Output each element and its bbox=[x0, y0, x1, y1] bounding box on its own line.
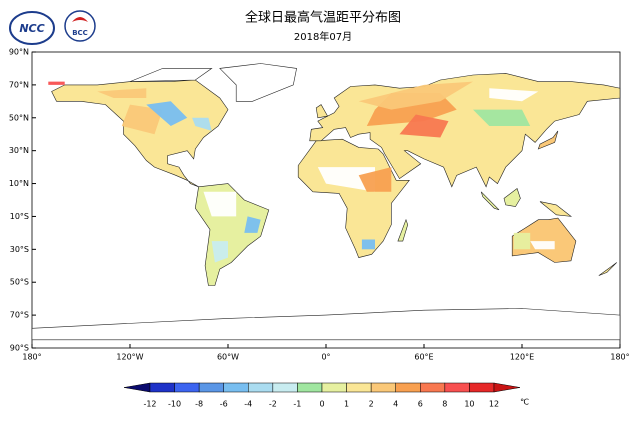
anomaly-patch bbox=[473, 109, 531, 126]
longitude-label: 120°E bbox=[510, 353, 534, 362]
colorbar-segment bbox=[297, 382, 323, 393]
anomaly-patch bbox=[358, 167, 392, 192]
longitude-label: 60°W bbox=[217, 353, 239, 362]
anomaly-patch bbox=[211, 241, 228, 263]
landmass bbox=[315, 104, 329, 119]
anomaly-patch bbox=[513, 232, 531, 250]
longitude-label: 180° bbox=[22, 353, 41, 362]
longitude-label: 60°E bbox=[414, 353, 433, 362]
colorbar-tick-label: 1 bbox=[344, 400, 349, 409]
colorbar-tick-label: -1 bbox=[293, 400, 301, 409]
colorbar-tick-label: 2 bbox=[369, 400, 374, 409]
anomaly-patch bbox=[358, 81, 473, 110]
colorbar-tick-label: -2 bbox=[269, 400, 277, 409]
colorbar-tick-label: 10 bbox=[464, 400, 474, 409]
colorbar-tick-label: 8 bbox=[442, 400, 447, 409]
longitude-label: 180° bbox=[610, 353, 629, 362]
colorbar-segment bbox=[370, 382, 396, 393]
latitude-label: 50°S bbox=[10, 278, 29, 287]
colorbar-tick-label: -10 bbox=[168, 400, 181, 409]
title: 全球日最高气温距平分布图 bbox=[245, 10, 401, 26]
anomaly-patch bbox=[244, 216, 261, 233]
latitude-label: 30°S bbox=[10, 245, 29, 254]
latitude-label: 10°S bbox=[10, 212, 29, 221]
anomaly-patch bbox=[361, 239, 375, 250]
colorbar-segment bbox=[223, 382, 249, 393]
logo-text: NCC bbox=[19, 22, 44, 35]
colorbar-segment bbox=[248, 382, 274, 393]
colorbar-segment bbox=[321, 382, 347, 393]
latitude-label: 10°N bbox=[9, 179, 29, 188]
colorbar-tick-label: 4 bbox=[393, 400, 398, 409]
anomaly-patch bbox=[192, 117, 212, 131]
colorbar-tick-label: 0 bbox=[319, 400, 324, 409]
latitude-label: 70°S bbox=[10, 311, 29, 320]
latitude-label: 90°S bbox=[10, 344, 29, 353]
anomaly-patch bbox=[399, 114, 449, 138]
colorbar-tick-label: -6 bbox=[220, 400, 228, 409]
anomaly-patch bbox=[489, 88, 539, 102]
logo-ncc: NCC bbox=[9, 11, 55, 45]
anomaly-patch bbox=[48, 81, 65, 85]
colorbar-segment bbox=[444, 382, 470, 393]
logo-text: BCC bbox=[72, 29, 88, 37]
latitude-label: 90°N bbox=[9, 48, 29, 57]
colorbar-unit: ℃ bbox=[520, 398, 529, 407]
landmass bbox=[511, 217, 577, 263]
latitude-label: 30°N bbox=[9, 146, 29, 155]
landmass bbox=[219, 63, 297, 102]
colorbar: -12 -10 -8 -6 -4 -2 -1 0 1 2 4 6 8 10 12 ℃ bbox=[123, 382, 529, 409]
landmass bbox=[129, 68, 213, 82]
landmass bbox=[537, 130, 559, 150]
map-area bbox=[31, 63, 621, 341]
latitude-label: 70°N bbox=[9, 80, 29, 89]
anomaly-patch bbox=[121, 104, 163, 135]
latitude-label: 50°N bbox=[9, 113, 29, 122]
subtitle: 2018年07月 bbox=[294, 30, 352, 43]
colorbar-segment bbox=[174, 382, 200, 393]
landmass bbox=[397, 218, 409, 242]
colorbar-segment bbox=[346, 382, 372, 393]
longitude-label: 120°W bbox=[116, 353, 143, 362]
colorbar-segment bbox=[469, 382, 495, 393]
colorbar-segment bbox=[395, 382, 421, 393]
anomaly-patch bbox=[317, 167, 375, 192]
colorbar-tick-label: 12 bbox=[489, 400, 499, 409]
colorbar-segment bbox=[123, 382, 151, 393]
anomaly-patch bbox=[97, 88, 147, 98]
colorbar-tick-label: -12 bbox=[143, 400, 156, 409]
colorbar-tick-label: -8 bbox=[195, 400, 203, 409]
axes: 90°N 70°N 50°N 30°N 10°N 10°S 30°S 50°S 70°S 90°S… bbox=[9, 48, 630, 362]
colorbar-segment bbox=[149, 382, 175, 393]
colorbar-tick-label: -4 bbox=[244, 400, 252, 409]
logo-bcc: BCC bbox=[64, 10, 96, 42]
colorbar-segment bbox=[493, 382, 521, 393]
anomaly-patch bbox=[530, 241, 555, 250]
landmass bbox=[539, 201, 573, 217]
landmass bbox=[503, 188, 521, 207]
anomaly-patch bbox=[146, 101, 188, 126]
colorbar-segment bbox=[198, 382, 224, 393]
landmass bbox=[31, 308, 621, 341]
longitude-label: 0° bbox=[321, 353, 330, 362]
colorbar-tick-label: 6 bbox=[418, 400, 423, 409]
colorbar-segment bbox=[420, 382, 446, 393]
colorbar-segment bbox=[272, 382, 298, 393]
anomaly-patch bbox=[203, 191, 237, 217]
landmass bbox=[480, 191, 500, 211]
landmass bbox=[598, 262, 617, 276]
